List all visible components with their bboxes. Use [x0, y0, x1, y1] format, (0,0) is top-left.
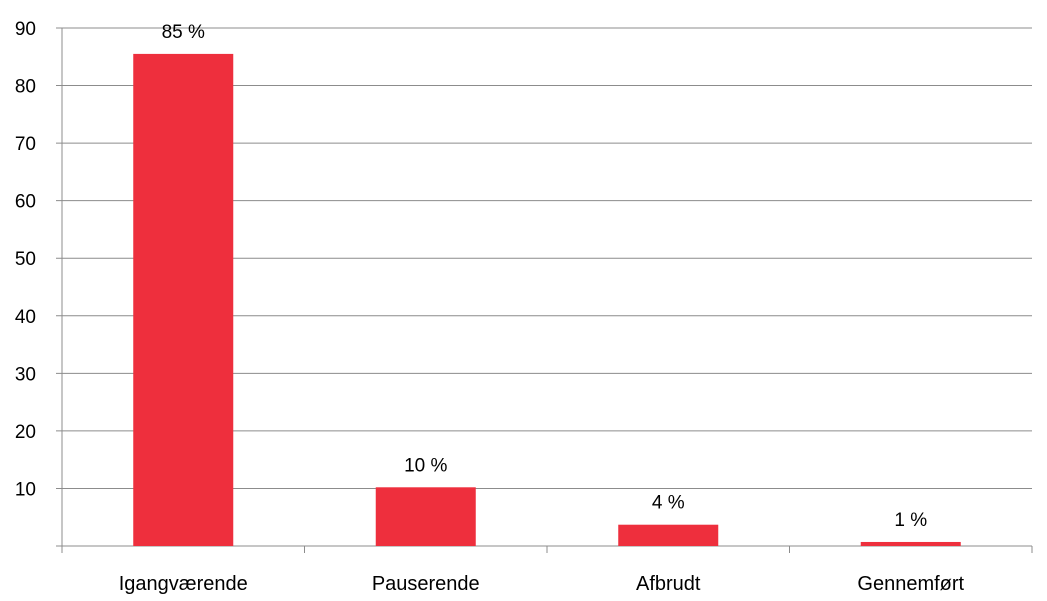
data-labels: 85 % 10 % 4 % 1 % — [162, 22, 928, 531]
data-label: 1 % — [894, 510, 927, 531]
y-axis-tick-labels: 10 20 30 40 50 60 70 80 90 — [15, 19, 36, 500]
category-label: Pauserende — [372, 573, 480, 595]
y-tick-label: 10 — [15, 479, 36, 500]
y-tick-label: 90 — [15, 19, 36, 40]
data-label: 4 % — [652, 493, 685, 514]
y-tick-label: 20 — [15, 422, 36, 443]
data-label: 85 % — [162, 22, 205, 43]
bar — [375, 487, 476, 546]
bar — [133, 53, 234, 547]
y-tick-label: 80 — [15, 77, 36, 98]
category-label: Afbrudt — [636, 573, 701, 595]
category-label: Igangværende — [119, 573, 248, 595]
bar — [618, 524, 719, 546]
data-label: 10 % — [404, 455, 447, 476]
category-labels: Igangværende Pauserende Afbrudt Gennemført — [119, 573, 965, 595]
y-tick-label: 70 — [15, 134, 36, 155]
bar — [860, 541, 961, 546]
y-tick-label: 60 — [15, 192, 36, 213]
y-tick-label: 50 — [15, 249, 36, 270]
y-tick-label: 40 — [15, 307, 36, 328]
bars — [133, 53, 961, 547]
y-tick-label: 30 — [15, 364, 36, 385]
category-label: Gennemført — [857, 573, 964, 595]
